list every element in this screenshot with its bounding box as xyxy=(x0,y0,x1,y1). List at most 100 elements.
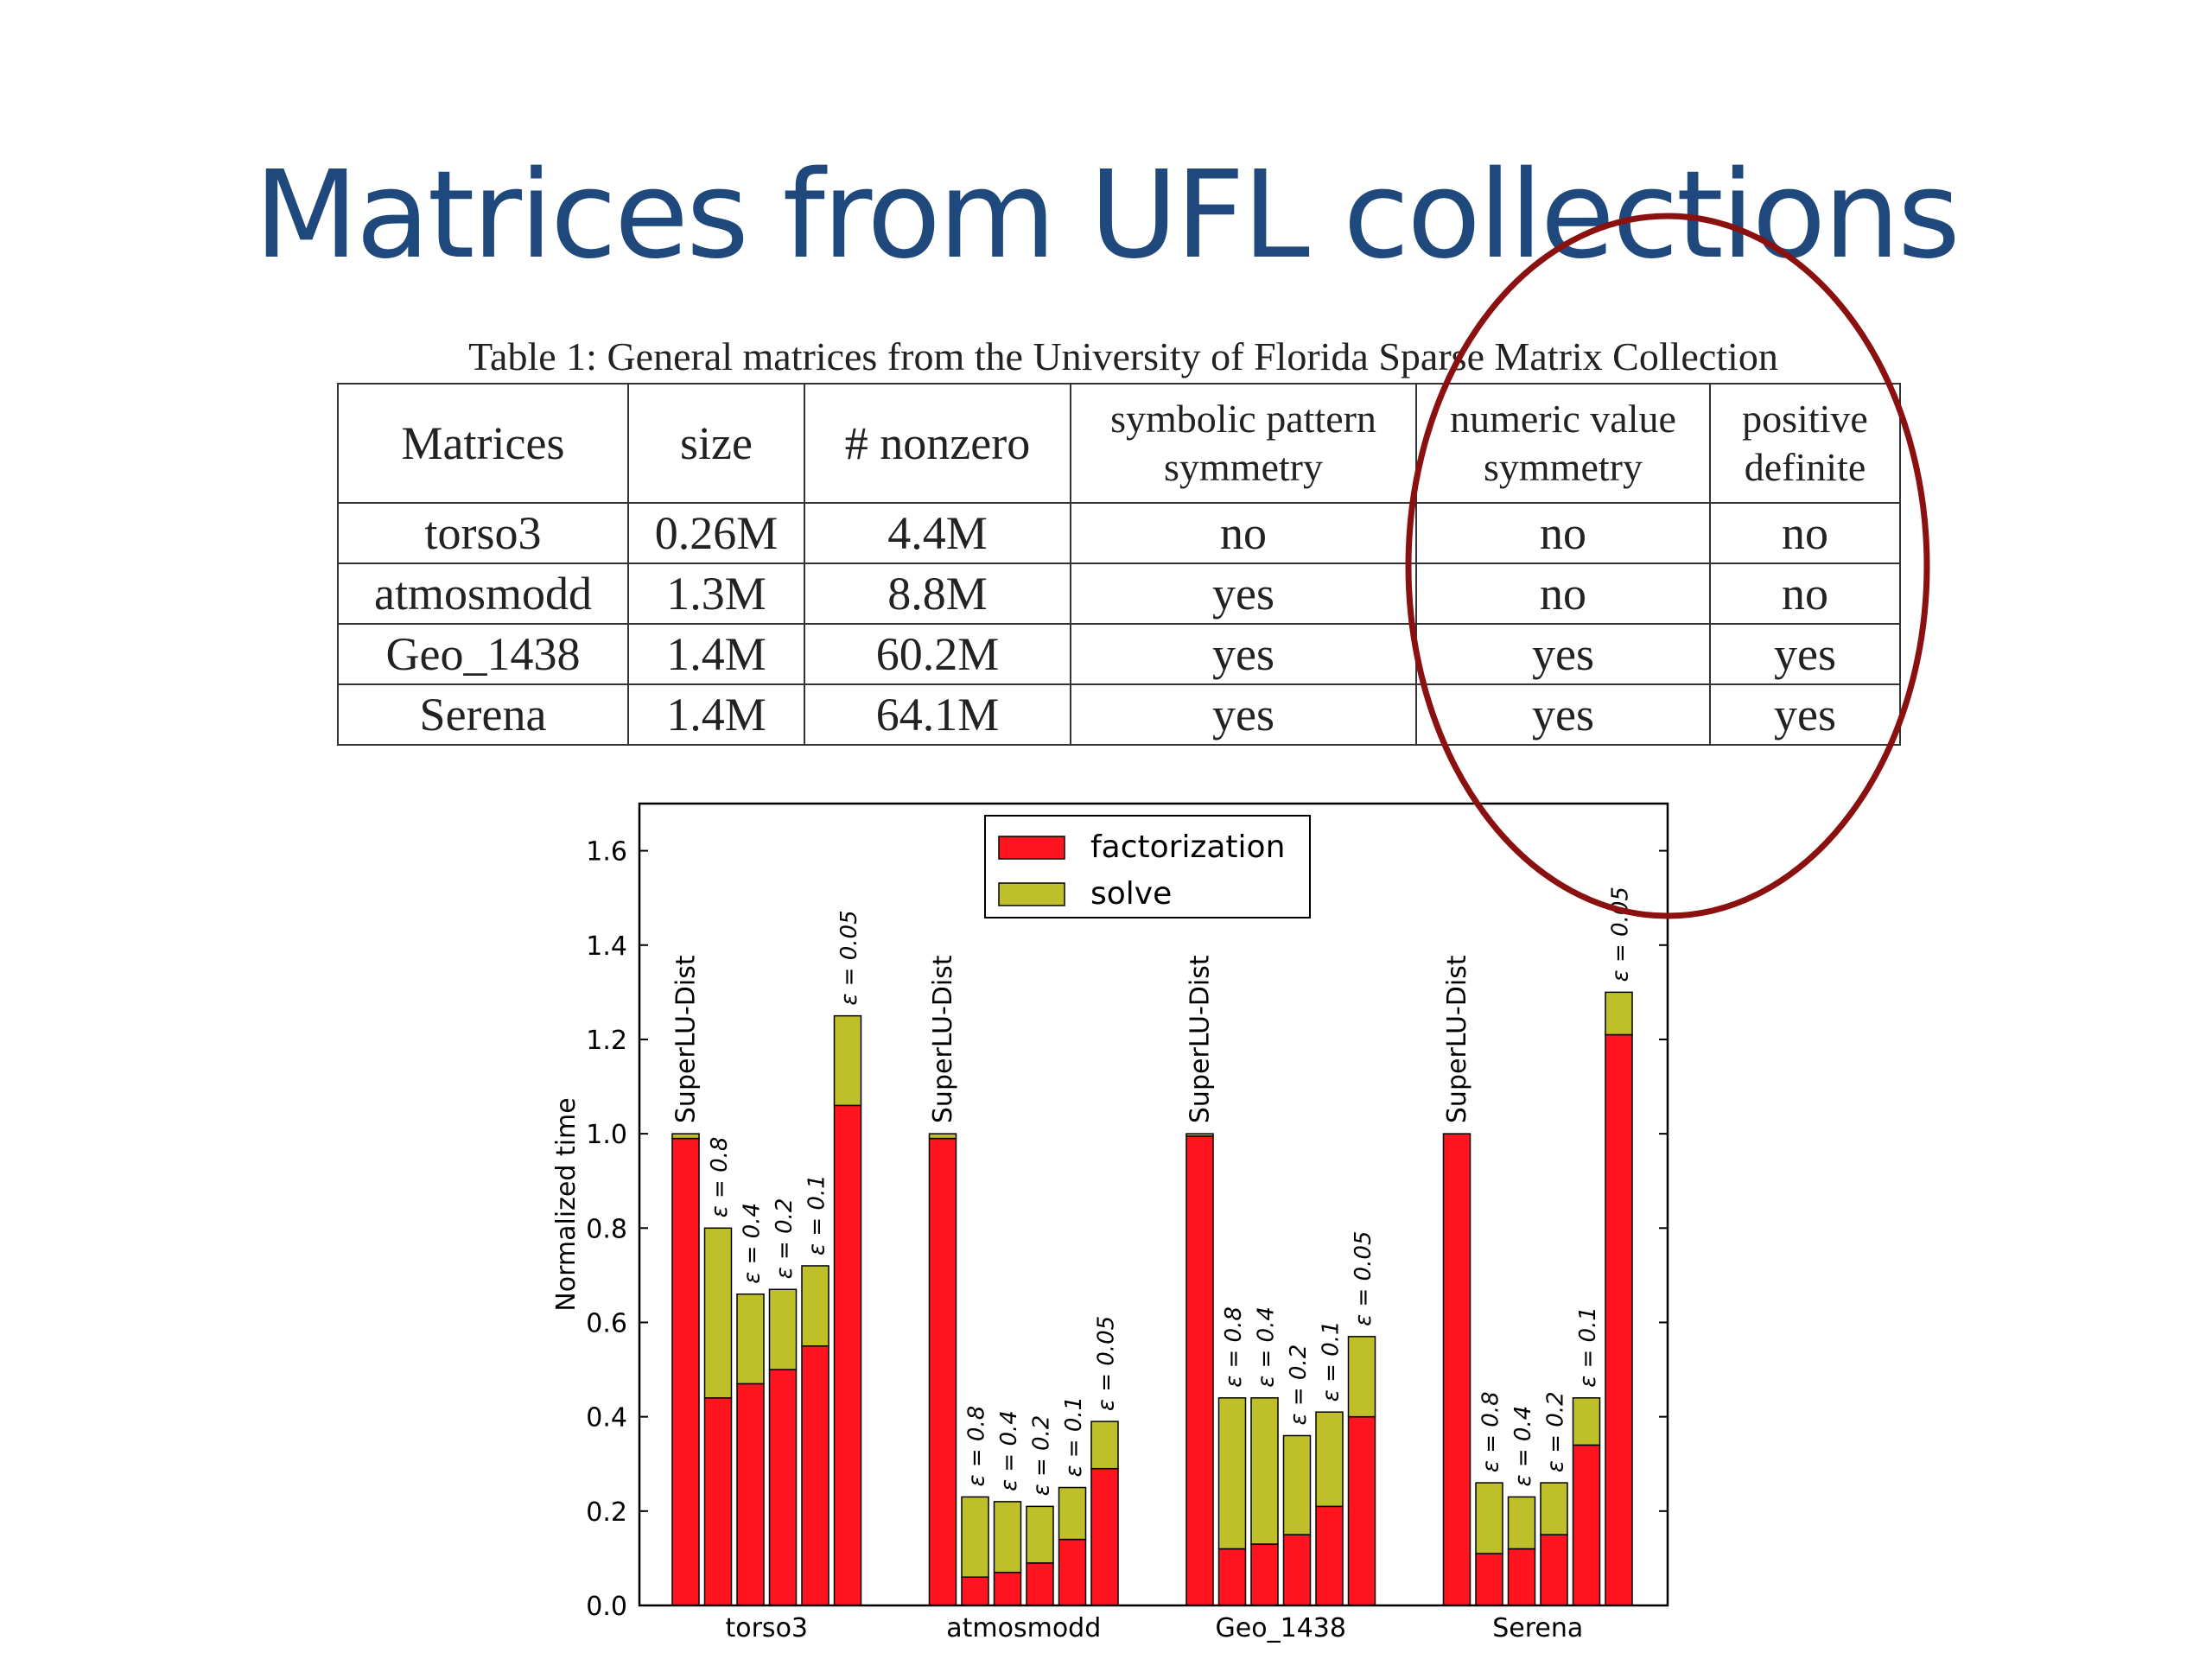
table-cell: 0.26M xyxy=(627,502,805,564)
bar-factorization xyxy=(736,1382,765,1606)
table-row: torso3 0.26M 4.4M no no no xyxy=(337,502,1901,564)
bar-solve xyxy=(1347,1336,1376,1418)
bar-factorization xyxy=(671,1137,700,1606)
bar-solve xyxy=(1217,1397,1247,1550)
table-row: Geo_1438 1.4M 60.2M yes yes yes xyxy=(337,623,1901,685)
bar-solve xyxy=(1572,1397,1601,1446)
bar-factorization xyxy=(1090,1467,1119,1606)
table-cell: yes xyxy=(1415,623,1711,685)
table-cell: torso3 xyxy=(337,502,629,564)
bar-factorization xyxy=(1572,1444,1601,1606)
y-tick-label: 1.0 xyxy=(586,1120,627,1150)
bar-factorization xyxy=(1475,1553,1503,1606)
bar-solve xyxy=(961,1496,989,1578)
bar-solve xyxy=(1475,1482,1503,1554)
bar-solve xyxy=(801,1265,830,1347)
bar-factorization xyxy=(1217,1548,1247,1606)
bar-solve xyxy=(993,1501,1022,1573)
bar-solve xyxy=(768,1288,798,1370)
header-label-line: symmetry xyxy=(1484,445,1643,489)
bar-solve xyxy=(1282,1434,1312,1535)
bar-label: ε = 0.05 xyxy=(1094,1316,1120,1411)
y-tick-label: 0.4 xyxy=(586,1403,627,1433)
table-cell: 64.1M xyxy=(804,683,1071,746)
bar-factorization xyxy=(993,1572,1022,1606)
table-cell: yes xyxy=(1709,623,1901,685)
table-cell: yes xyxy=(1709,683,1901,746)
bar-solve xyxy=(1090,1421,1119,1470)
header-label-line: symbolic pattern xyxy=(1110,397,1376,441)
bar-label: ε = 0.2 xyxy=(1029,1415,1055,1497)
y-axis-label: Normalized time xyxy=(551,1097,582,1311)
bar-label: ε = 0.1 xyxy=(1061,1396,1087,1478)
bar-label: ε = 0.1 xyxy=(1319,1320,1344,1402)
bar-solve xyxy=(1540,1482,1568,1535)
bar-label: SuperLU-Dist xyxy=(1185,955,1216,1123)
header-label-line: positive xyxy=(1742,397,1868,441)
legend-swatch-factorization xyxy=(998,836,1065,860)
x-category-label: atmosmodd xyxy=(946,1613,1101,1643)
header-symbolic-pattern-symmetry: symbolic pattern symmetry xyxy=(1070,383,1417,504)
table-cell: 60.2M xyxy=(804,623,1071,685)
bar-solve xyxy=(736,1293,765,1385)
bar-solve xyxy=(671,1133,700,1140)
legend: factorization solve xyxy=(984,815,1311,918)
plot-frame xyxy=(638,802,1669,1607)
header-label-line: definite xyxy=(1744,445,1866,489)
table-cell: 1.3M xyxy=(627,563,805,625)
bar-label: ε = 0.05 xyxy=(836,910,862,1005)
y-tick-label: 1.4 xyxy=(586,931,627,962)
bar-label: ε = 0.4 xyxy=(1510,1406,1536,1487)
table-cell: no xyxy=(1709,563,1901,625)
y-tick-label: 1.2 xyxy=(586,1026,627,1056)
table-cell: Geo_1438 xyxy=(337,623,629,685)
bar-label: ε = 0.1 xyxy=(1575,1306,1601,1388)
header-nonzero: # nonzero xyxy=(804,383,1071,504)
bar-factorization xyxy=(1026,1562,1054,1606)
table-cell: atmosmodd xyxy=(337,563,629,625)
bar-label: SuperLU-Dist xyxy=(1442,955,1472,1123)
bar-factorization xyxy=(1315,1505,1344,1606)
bar-factorization xyxy=(1058,1538,1087,1606)
y-tick-label: 0.2 xyxy=(586,1497,627,1528)
bar-label: ε = 0.05 xyxy=(1608,887,1634,982)
table-cell: 8.8M xyxy=(804,563,1071,625)
header-size: size xyxy=(627,383,805,504)
stacked-bar-chart: 0.0 0.2 0.4 0.6 0.8 1.0 1.2 1.4 1.6 Normalized ti… xyxy=(551,802,1669,1643)
bar-solve xyxy=(1058,1486,1087,1541)
y-tick-label: 0.6 xyxy=(586,1308,627,1338)
bar-factorization xyxy=(961,1576,989,1606)
bar-solve xyxy=(1026,1505,1054,1564)
bar-label: ε = 0.4 xyxy=(1254,1306,1280,1388)
x-category-label: torso3 xyxy=(725,1613,808,1643)
bar-label: ε = 0.05 xyxy=(1351,1231,1376,1326)
bar-label: ε = 0.2 xyxy=(772,1198,798,1280)
table-caption: Table 1: General matrices from the Unive… xyxy=(468,334,1778,378)
legend-label-factorization: factorization xyxy=(1090,830,1285,865)
bar-solve xyxy=(1185,1133,1214,1137)
bar-factorization xyxy=(1507,1548,1536,1606)
bar-label: ε = 0.8 xyxy=(1221,1306,1247,1388)
header-numeric-value-symmetry: numeric value symmetry xyxy=(1415,383,1711,504)
bar-solve xyxy=(703,1227,733,1399)
header-label: Matrices xyxy=(401,417,565,469)
bar-factorization xyxy=(801,1345,830,1606)
matrix-table: Matrices size # nonzero symbolic pattern… xyxy=(337,383,1901,746)
table-cell: 4.4M xyxy=(804,502,1071,564)
legend-label-solve: solve xyxy=(1090,876,1172,912)
bar-label: ε = 0.4 xyxy=(996,1410,1022,1491)
header-label-line: symmetry xyxy=(1164,445,1323,489)
bar-factorization xyxy=(1605,1033,1633,1606)
bar-label: ε = 0.2 xyxy=(1543,1391,1569,1472)
table-cell: yes xyxy=(1415,683,1711,746)
bar-label: ε = 0.8 xyxy=(707,1137,733,1218)
y-tick-label: 1.6 xyxy=(586,837,627,868)
bar-factorization xyxy=(768,1369,798,1606)
bar-label: ε = 0.1 xyxy=(804,1174,830,1255)
bar-label: SuperLU-Dist xyxy=(671,955,702,1123)
table-cell: Serena xyxy=(337,683,629,746)
header-positive-definite: positive definite xyxy=(1709,383,1901,504)
header-label-line: numeric value xyxy=(1450,397,1676,441)
table-row: atmosmodd 1.3M 8.8M yes no no xyxy=(337,563,1901,625)
table-cell: no xyxy=(1070,502,1417,564)
